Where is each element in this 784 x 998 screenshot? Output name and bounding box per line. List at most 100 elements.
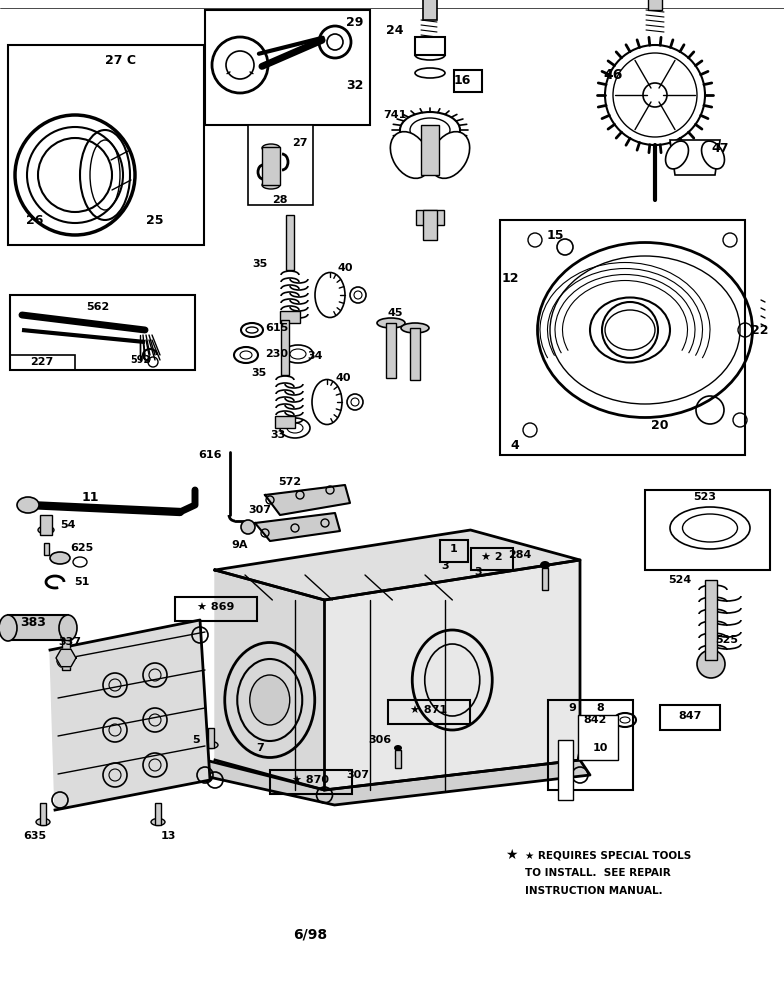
Ellipse shape [415,68,445,78]
Text: 27: 27 [292,138,308,148]
Ellipse shape [415,50,445,60]
Ellipse shape [430,132,470,179]
Text: 7: 7 [256,743,264,753]
Text: 20: 20 [652,418,669,431]
Text: 523: 523 [694,492,717,502]
Bar [410,328,420,380]
Text: 9: 9 [568,703,576,713]
Text: 635: 635 [24,831,46,841]
Polygon shape [670,140,720,175]
Ellipse shape [0,615,17,641]
Bar [578,715,618,760]
Text: 46: 46 [604,68,622,82]
Circle shape [697,650,725,678]
Bar [421,125,439,175]
Text: 524: 524 [669,575,691,585]
Text: 741: 741 [383,110,407,120]
Bar [275,416,295,428]
Text: 615: 615 [265,323,289,333]
Text: 842: 842 [583,715,607,725]
Bar [10,355,75,370]
Text: 5: 5 [192,735,200,745]
Bar [44,543,49,555]
Text: 306: 306 [368,735,391,745]
Polygon shape [50,620,210,810]
Ellipse shape [204,742,218,748]
Text: 25: 25 [147,214,164,227]
Ellipse shape [38,526,54,534]
Text: 11: 11 [82,490,99,504]
Bar [386,323,396,378]
Bar [388,700,470,724]
Text: 33: 33 [270,430,285,440]
Text: 227: 227 [31,357,53,367]
Bar [423,0,437,20]
Text: 383: 383 [20,616,46,629]
Text: ★ 869: ★ 869 [198,602,234,612]
Text: ★ 871: ★ 871 [411,705,448,715]
Ellipse shape [702,141,724,169]
Bar [205,10,370,125]
Polygon shape [325,560,580,790]
Bar [281,320,289,375]
Circle shape [241,520,255,534]
Polygon shape [200,760,590,805]
Polygon shape [255,513,340,541]
Ellipse shape [250,675,290,725]
Bar [8,615,68,640]
Bar [416,210,444,225]
Text: 47: 47 [711,142,729,155]
Text: ★ 870: ★ 870 [292,775,329,785]
Text: 34: 34 [307,351,323,361]
Bar [660,705,720,730]
Bar [471,548,513,570]
Bar [248,125,313,205]
Bar [395,750,401,768]
Ellipse shape [262,144,280,152]
Ellipse shape [17,497,39,513]
Bar [270,770,352,794]
Text: 10: 10 [593,743,608,753]
Bar [8,45,204,245]
Bar [40,515,52,535]
Text: 9A: 9A [232,540,249,550]
Text: 4: 4 [510,438,519,451]
Text: ★ 2: ★ 2 [481,552,503,562]
Text: 847: 847 [678,711,702,721]
Bar [645,490,770,570]
Ellipse shape [377,318,405,328]
Bar [40,803,46,825]
Text: 12: 12 [501,271,519,284]
Text: 28: 28 [272,195,288,205]
Bar [423,210,437,240]
Text: 337: 337 [59,637,82,647]
Text: 40: 40 [336,373,350,383]
Text: 29: 29 [347,16,364,29]
Text: 307: 307 [249,505,271,515]
Ellipse shape [666,141,688,169]
Text: 24: 24 [387,24,404,37]
Text: 40: 40 [337,263,353,273]
Text: ★ REQUIRES SPECIAL TOOLS: ★ REQUIRES SPECIAL TOOLS [525,850,691,860]
Text: 15: 15 [546,229,564,242]
Text: TO INSTALL.  SEE REPAIR: TO INSTALL. SEE REPAIR [525,868,671,878]
Bar [62,640,70,670]
Text: 16: 16 [453,74,470,87]
Bar [415,37,445,55]
Bar [10,295,195,370]
Bar [286,215,294,270]
Text: 625: 625 [71,543,93,553]
Bar [454,70,482,92]
Bar [155,803,161,825]
Ellipse shape [401,323,429,333]
Bar [500,220,745,455]
Ellipse shape [390,132,430,179]
Ellipse shape [394,745,402,751]
Text: 51: 51 [74,577,89,587]
Text: 6/98: 6/98 [293,928,327,942]
Bar [175,597,257,621]
Text: 22: 22 [751,323,769,336]
Polygon shape [215,530,580,600]
Text: 27 C: 27 C [105,54,136,67]
Bar [440,540,468,562]
